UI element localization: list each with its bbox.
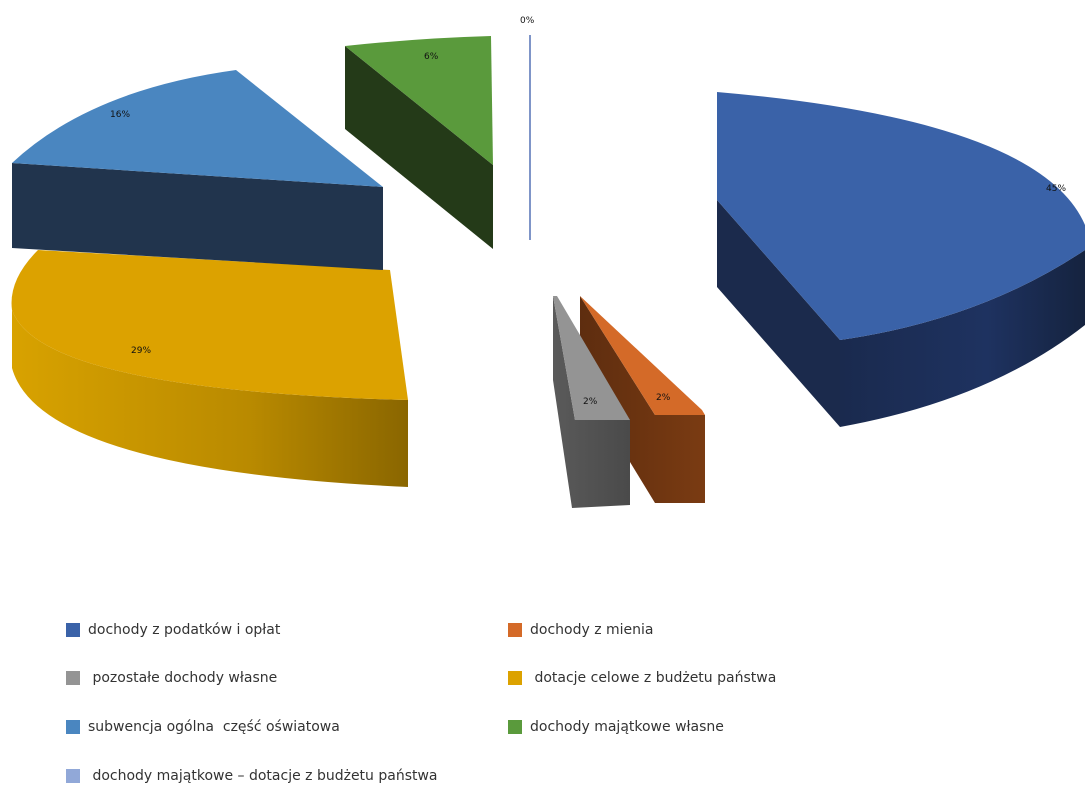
data-label-subwencja: 16% — [110, 110, 130, 120]
legend-swatch — [508, 623, 522, 637]
slice-side — [580, 296, 705, 503]
slice-top — [553, 296, 630, 420]
data-label-dochody-z-podatkow: 45% — [1046, 184, 1066, 194]
slice-side — [553, 296, 630, 508]
legend-swatch — [508, 671, 522, 685]
slice-dochody-z-mienia — [580, 296, 705, 503]
legend: dochody z podatków i opłat dochody z mie… — [0, 620, 1085, 793]
slice-side — [12, 310, 408, 487]
legend-item-majatkowe-dotacje: dochody majątkowe – dotacje z budżetu pa… — [66, 766, 438, 786]
slice-top — [580, 296, 705, 415]
slice-side-outer — [840, 250, 1085, 427]
legend-label: dochody majątkowe własne — [530, 719, 724, 735]
slice-dochody-majatkowe-dotacje — [529, 35, 531, 240]
slice-dotacje-celowe — [11, 250, 408, 487]
slice-side-left — [345, 46, 493, 249]
slice-pozostale-dochody — [553, 296, 630, 508]
slice-top — [12, 70, 383, 187]
data-label-dochody-z-mienia: 2% — [656, 393, 671, 403]
legend-item-dotacje-celowe: dotacje celowe z budżetu państwa — [508, 668, 776, 688]
legend-label: dochody z mienia — [530, 622, 654, 638]
legend-swatch — [508, 720, 522, 734]
legend-label: dochody z podatków i opłat — [88, 622, 281, 638]
legend-item-dochody-z-podatkow: dochody z podatków i opłat — [66, 620, 280, 640]
slice-top — [11, 250, 408, 400]
slice-sliver — [529, 35, 531, 240]
slice-dochody-majatkowe-wlasne — [345, 36, 493, 249]
legend-label: subwencja ogólna część oświatowa — [88, 719, 340, 735]
legend-swatch — [66, 671, 80, 685]
data-label-pozostale-dochody: 2% — [583, 397, 598, 407]
slice-side-left — [717, 200, 840, 427]
legend-item-pozostale-dochody: pozostałe dochody własne — [66, 668, 277, 688]
slice-side — [12, 163, 383, 270]
slice-top — [345, 36, 493, 165]
legend-item-subwencja: subwencja ogólna część oświatowa — [66, 717, 340, 737]
data-label-majatkowe-wlasne: 6% — [424, 52, 439, 62]
legend-item-majatkowe-wlasne: dochody majątkowe własne — [508, 717, 724, 737]
legend-label: pozostałe dochody własne — [88, 670, 278, 686]
data-label-dotacje-celowe: 29% — [131, 346, 151, 356]
legend-swatch — [66, 623, 80, 637]
slice-top — [717, 92, 1085, 340]
slice-subwencja-ogolna — [12, 70, 383, 270]
legend-label: dochody majątkowe – dotacje z budżetu pa… — [88, 768, 438, 784]
slice-dochody-z-podatkow — [717, 92, 1085, 427]
legend-swatch — [66, 720, 80, 734]
legend-item-dochody-z-mienia: dochody z mienia — [508, 620, 654, 640]
legend-swatch — [66, 769, 80, 783]
data-label-majatkowe-dotacje: 0% — [520, 16, 535, 26]
legend-label: dotacje celowe z budżetu państwa — [530, 670, 777, 686]
